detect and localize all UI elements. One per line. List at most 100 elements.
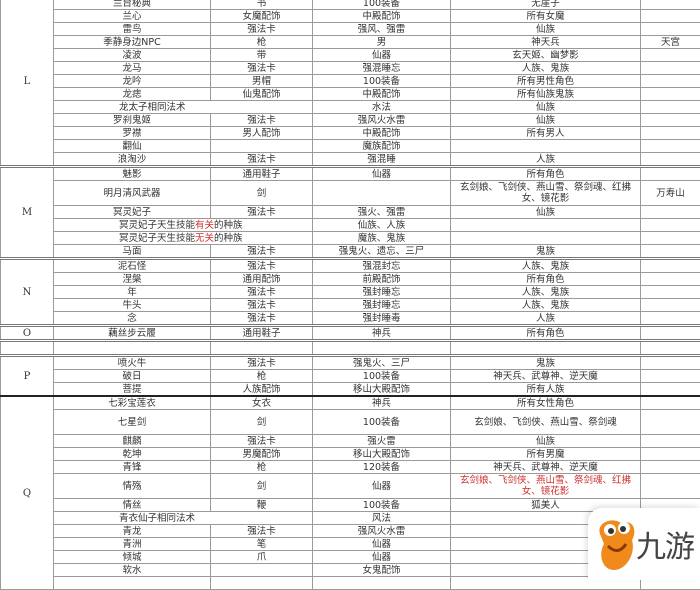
requirement-cell: 中殿配饰: [313, 10, 451, 23]
table-row: 明月清风武器剑玄剑娘、飞剑侠、燕山雪、祭剑魂、红拂女、镜花影万寿山: [1, 181, 700, 206]
highlight-text: 有关: [195, 220, 214, 231]
requirement-cell: 神兵: [313, 326, 451, 341]
item-type-cell: [211, 140, 313, 153]
item-name-cell: 青龙: [54, 525, 211, 538]
location-cell: [641, 410, 700, 435]
item-name-cell: 冥灵妃子天生技能无关的种族: [54, 232, 313, 245]
target-race-cell: 仙族: [451, 101, 641, 114]
target-race-cell: 所有男魔: [451, 448, 641, 461]
item-type-cell: 男帽: [211, 75, 313, 88]
item-type-cell: 仙鬼配饰: [211, 88, 313, 101]
target-race-cell: 玄剑娘、飞剑侠、燕山雪、祭剑魂: [451, 410, 641, 435]
item-type-cell: 强法卡: [211, 286, 313, 299]
target-race-cell: 神天兵: [451, 36, 641, 49]
location-cell: [641, 326, 700, 341]
requirement-cell: 移山大殿配饰: [313, 383, 451, 397]
table-row: 涅槃通用配饰前殿配饰所有角色: [1, 273, 700, 286]
target-race-cell: 所有男人: [451, 127, 641, 140]
item-name-cell: 七星剑: [54, 410, 211, 435]
location-cell: [641, 356, 700, 370]
location-cell: [641, 140, 700, 153]
item-type-cell: 女衣: [211, 396, 313, 410]
table-row: 菩提人族配饰移山大殿配饰所有人族: [1, 383, 700, 397]
table-row: 兰心女魔配饰中殿配饰所有女魔: [1, 10, 700, 23]
target-race-cell: [451, 140, 641, 153]
requirement-cell: 强风火水雷: [313, 525, 451, 538]
target-race-cell: [451, 341, 641, 356]
location-cell: [641, 206, 700, 219]
item-name-cell: 青锋: [54, 461, 211, 474]
letter-cell: N: [1, 259, 54, 326]
requirement-cell: 强混睡忘: [313, 62, 451, 75]
requirement-cell: 强火雷: [313, 435, 451, 448]
target-race-cell: 所有人族: [451, 383, 641, 397]
table-row: 龙马强法卡强混睡忘人族、鬼族: [1, 62, 700, 75]
item-type-cell: 强法卡: [211, 23, 313, 36]
item-type-cell: 通用配饰: [211, 273, 313, 286]
item-name-cell: 龙痣: [54, 88, 211, 101]
letter-cell: [1, 341, 54, 356]
item-name-cell: 兰心: [54, 10, 211, 23]
item-name-cell: 藕丝步云履: [54, 326, 211, 341]
requirement-cell: 强风火水雷: [313, 114, 451, 127]
item-type-cell: 人族配饰: [211, 383, 313, 397]
target-race-cell: 无崖子: [451, 0, 641, 10]
target-race-cell: [451, 219, 641, 232]
table-row: 年强法卡强封睡忘人族、鬼族: [1, 286, 700, 299]
letter-cell: L: [1, 0, 54, 167]
table-row: 情殇剑仙器玄剑娘、飞剑侠、燕山雪、祭剑魂、红拂女、镜花影: [1, 474, 700, 499]
table-row: 浪淘沙强法卡强混睡人族: [1, 153, 700, 167]
requirement-cell: 120装备: [313, 461, 451, 474]
item-type-cell: 笔: [211, 538, 313, 551]
item-type-cell: 强法卡: [211, 245, 313, 259]
target-race-cell: 所有角色: [451, 273, 641, 286]
item-name-cell: 龙太子相同法术: [54, 101, 313, 114]
target-race-cell: 神天兵、武尊神、逆天魔: [451, 370, 641, 383]
item-name-cell: 破日: [54, 370, 211, 383]
item-type-cell: 书: [211, 0, 313, 10]
table-row: 雷鸟强法卡强风、强雷仙族: [1, 23, 700, 36]
item-type-cell: 带: [211, 49, 313, 62]
item-name-cell: [54, 577, 211, 590]
requirement-cell: 强封睡忘: [313, 299, 451, 312]
item-name-cell: 乾坤: [54, 448, 211, 461]
requirement-cell: 移山大殿配饰: [313, 448, 451, 461]
item-name-cell: 牛头: [54, 299, 211, 312]
requirement-cell: [313, 181, 451, 206]
requirement-cell: 强混睡: [313, 153, 451, 167]
item-type-cell: 爪: [211, 551, 313, 564]
table-row: 龙痣仙鬼配饰中殿配饰所有仙族鬼族: [1, 88, 700, 101]
table-row: [1, 341, 700, 356]
item-type-cell: 强法卡: [211, 356, 313, 370]
letter-cell: M: [1, 167, 54, 259]
item-type-cell: 剑: [211, 410, 313, 435]
location-cell: [641, 245, 700, 259]
item-type-cell: 剑: [211, 181, 313, 206]
item-name-cell: 情殇: [54, 474, 211, 499]
requirement-cell: 强风、强雷: [313, 23, 451, 36]
item-name-cell: 菩提: [54, 383, 211, 397]
highlight-text: 无关: [195, 233, 214, 244]
table-row: 冥灵妃子天生技能有关的种族仙族、人族: [1, 219, 700, 232]
location-cell: [641, 10, 700, 23]
requirement-cell: 水法: [313, 101, 451, 114]
requirement-cell: 100装备: [313, 370, 451, 383]
item-type-cell: 强法卡: [211, 153, 313, 167]
requirement-cell: 男: [313, 36, 451, 49]
item-name-cell: 龙马: [54, 62, 211, 75]
table-row: 牛头强法卡强封睡忘人族、鬼族: [1, 299, 700, 312]
item-type-cell: 通用鞋子: [211, 326, 313, 341]
table-row: 罗襟男人配饰中殿配饰所有男人: [1, 127, 700, 140]
target-race-cell: 玄天姬、幽梦影: [451, 49, 641, 62]
table-row: 龙太子相同法术水法仙族: [1, 101, 700, 114]
item-type-cell: 强法卡: [211, 206, 313, 219]
item-type-cell: 强法卡: [211, 435, 313, 448]
requirement-cell: 强封睡毒: [313, 312, 451, 326]
item-name-cell: 季静身边NPC: [54, 36, 211, 49]
location-cell: [641, 461, 700, 474]
target-race-cell: 人族、鬼族: [451, 286, 641, 299]
item-name-cell: 喷火牛: [54, 356, 211, 370]
